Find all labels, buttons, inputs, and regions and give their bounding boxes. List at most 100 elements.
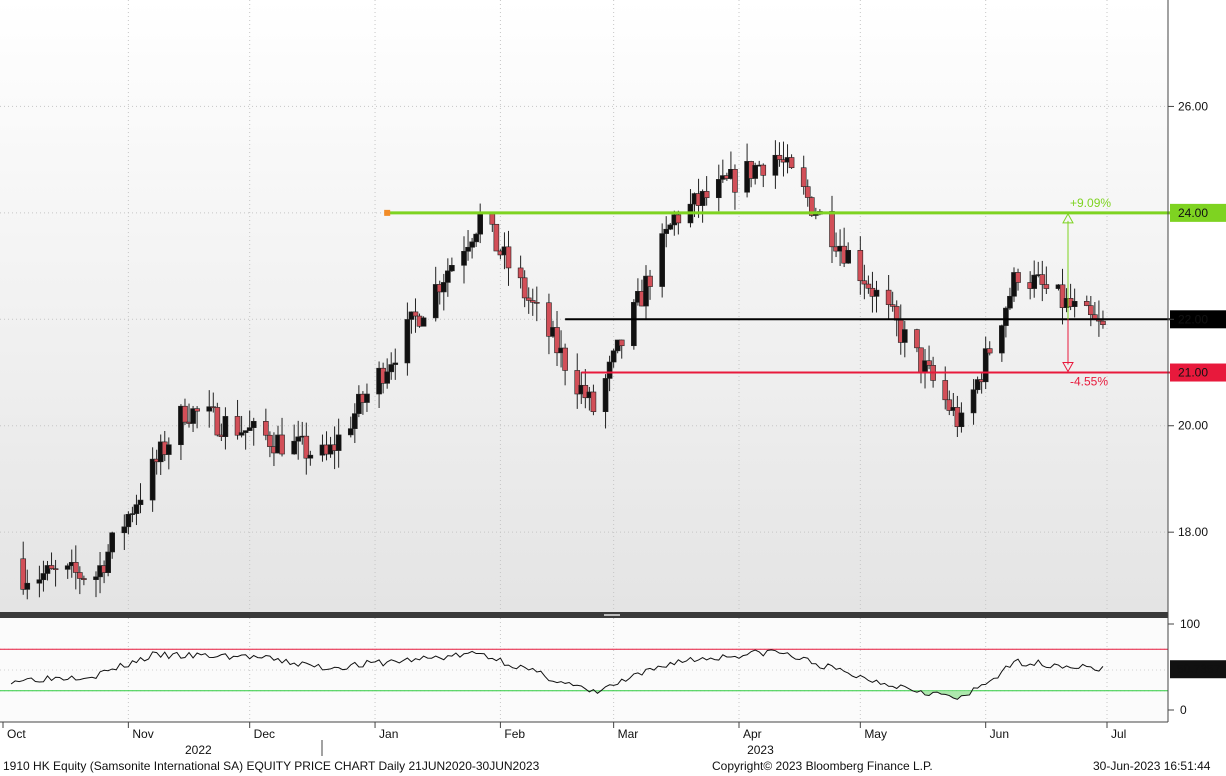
level-anchor-marker [384, 209, 391, 216]
candle-body [1003, 307, 1009, 326]
candle-body [602, 378, 609, 413]
candle-body [772, 154, 779, 176]
month-label: Nov [132, 727, 153, 741]
candle-body [861, 280, 868, 285]
candle-body [364, 393, 370, 403]
candle-body [449, 265, 455, 272]
candle-body [893, 306, 900, 321]
candle-body [889, 304, 896, 307]
candle-body [554, 327, 560, 354]
candle-body [291, 440, 297, 455]
month-label: Jun [990, 727, 1009, 741]
candle-body [752, 165, 758, 179]
rsi-line [10, 649, 1104, 700]
candle-body [845, 249, 851, 264]
candle-body [829, 211, 835, 248]
candle-body [40, 573, 47, 581]
candle-body [234, 416, 241, 436]
rsi-last-value-label: 50.7357 [1177, 662, 1221, 676]
price-plot-background [0, 0, 1168, 612]
candle-body [72, 562, 79, 573]
month-label: Dec [254, 727, 275, 741]
candle-body [194, 408, 200, 412]
rsi-last-value-tag [1170, 660, 1226, 679]
candle-body [48, 565, 55, 569]
candle-body [663, 228, 670, 234]
candle-body [703, 191, 710, 199]
candle-body [432, 284, 439, 319]
candle-body [445, 270, 451, 283]
candle-body [352, 413, 358, 429]
candle-body [20, 558, 27, 590]
candle-body [885, 289, 892, 305]
candle-body [125, 514, 132, 528]
candle-body [105, 551, 111, 573]
timestamp: 30-Jun-2023 16:51:44 [1093, 759, 1211, 773]
month-label: Jan [379, 727, 398, 741]
candle-body [517, 267, 524, 279]
candle-body [582, 384, 589, 399]
candle-body [1071, 301, 1078, 307]
month-label: Jul [1111, 727, 1126, 741]
candle-body [1092, 314, 1098, 320]
candle-body [384, 371, 390, 384]
candle-body [440, 282, 447, 293]
candle-body [347, 428, 354, 436]
candle-body [914, 329, 920, 349]
candle-body [699, 191, 706, 206]
candle-body [81, 578, 87, 580]
month-label: Mar [618, 727, 639, 741]
level-percent-label: +9.09% [1070, 196, 1111, 210]
candle-body [1088, 305, 1094, 316]
candle-body [590, 391, 597, 413]
level-value-label: 21.00 [1178, 366, 1208, 380]
candle-body [214, 407, 221, 436]
copyright-text: Copyright© 2023 Bloomberg Finance L.P. [712, 759, 933, 773]
candle-body [982, 348, 989, 383]
candle-body [137, 499, 144, 505]
candle-body [1031, 274, 1038, 289]
candle-body [804, 186, 811, 198]
candle-body [44, 565, 51, 574]
candle-body [857, 249, 864, 282]
candle-body [133, 504, 140, 514]
candle-body [392, 362, 399, 365]
candle-body [1059, 284, 1066, 309]
level-value-label: 24.00 [1178, 206, 1208, 220]
candle-body [36, 579, 43, 584]
candle-body [77, 572, 83, 579]
level-percent-label: -4.55% [1070, 375, 1108, 389]
candle-body [493, 223, 500, 252]
candle-body [246, 427, 253, 431]
candle-body [529, 300, 536, 303]
candle-body [970, 389, 977, 414]
candle-body [942, 380, 949, 401]
candle-body [149, 458, 156, 501]
level-value-tag [1170, 203, 1226, 222]
candle-body [562, 347, 568, 371]
candle-body [946, 399, 953, 411]
candle-body [178, 405, 184, 446]
candle-body [631, 302, 637, 347]
candle-body [109, 532, 115, 553]
candle-body [1043, 284, 1050, 289]
rsi-tick-label: 100 [1180, 617, 1200, 631]
candle-body [250, 421, 257, 428]
candle-body [546, 302, 552, 337]
candle-body [222, 416, 229, 437]
candle-body [477, 213, 483, 235]
candle-body [1083, 301, 1090, 306]
level-value-tag [1170, 363, 1226, 382]
price-tick-label: 26.00 [1178, 99, 1208, 113]
candle-body [647, 275, 653, 287]
candle-body [465, 246, 471, 252]
candle-body [1039, 274, 1046, 285]
price-tick-label: 18.00 [1178, 525, 1208, 539]
candle-body [404, 319, 411, 364]
candle-body [182, 405, 188, 423]
level-value-tag [1170, 310, 1226, 329]
candle-body [238, 432, 245, 436]
candle-body [643, 275, 649, 307]
